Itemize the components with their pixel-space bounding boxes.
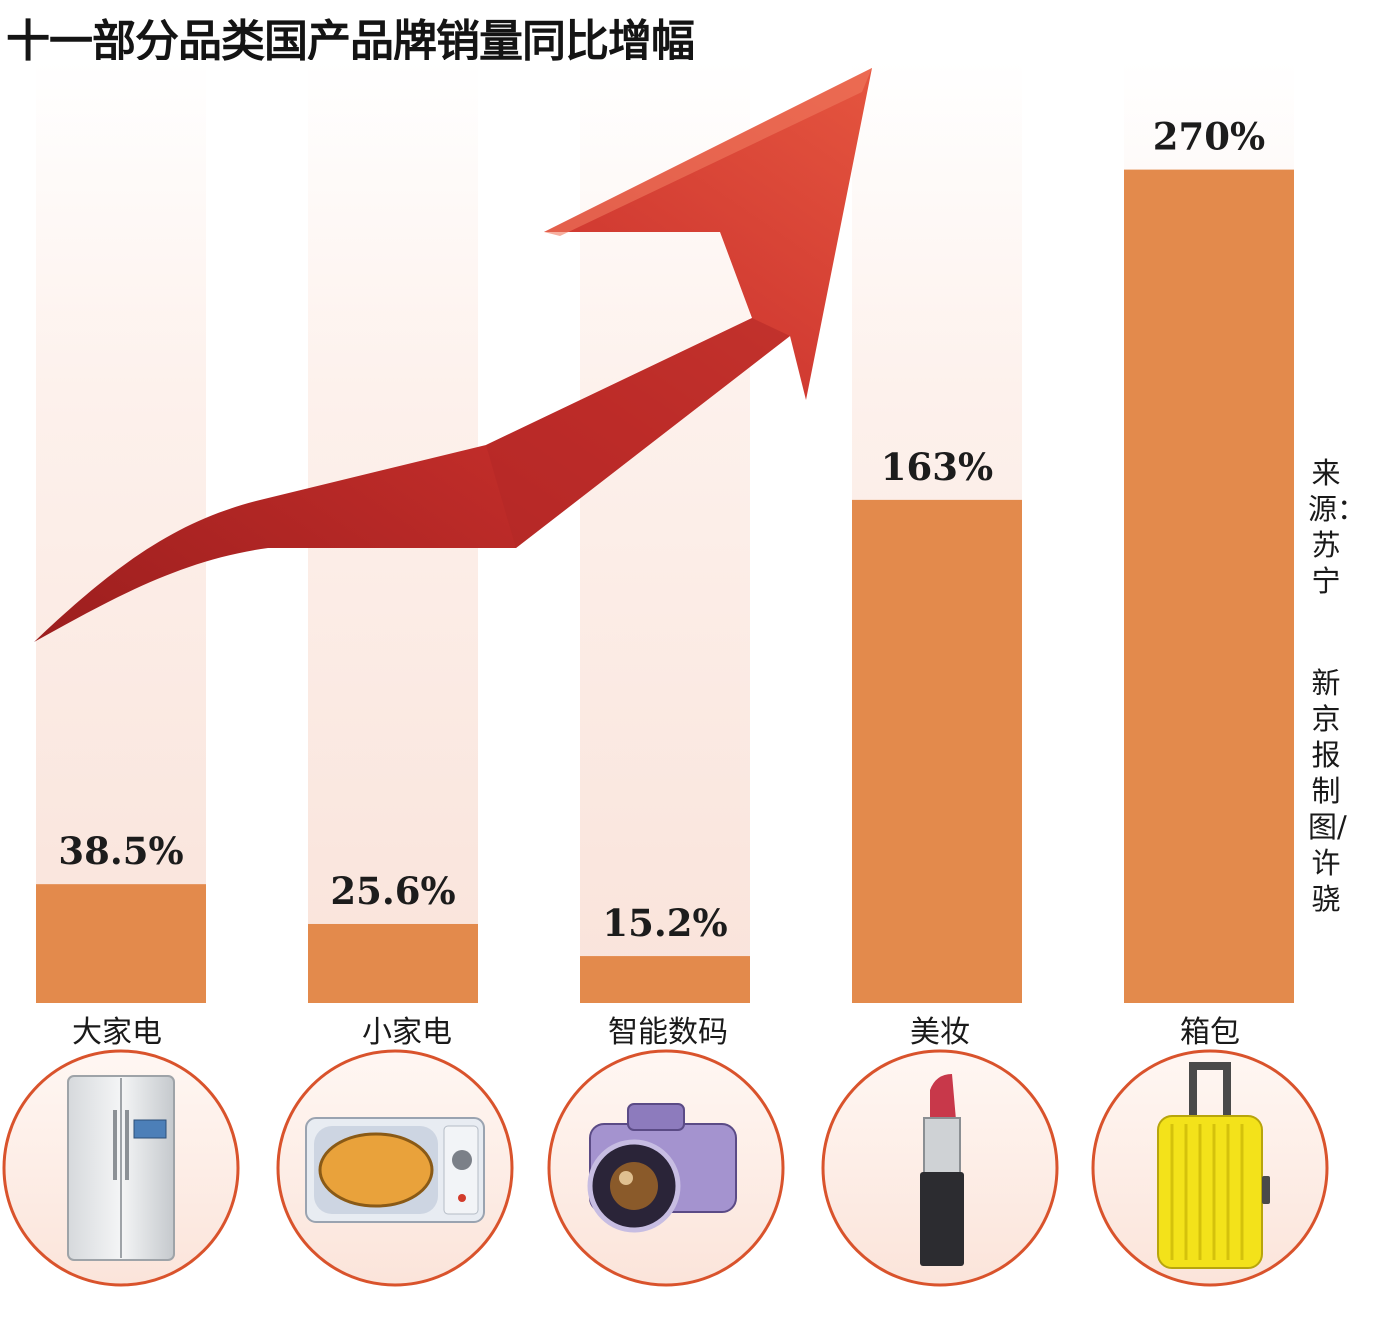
- category-label-3: 美妆: [910, 1015, 970, 1050]
- bar-4: [1124, 169, 1294, 1004]
- value-label-4: 270%: [1153, 115, 1265, 159]
- bar-2: [580, 956, 750, 1003]
- category-label-4: 箱包: [1180, 1015, 1240, 1050]
- camera-icon: [547, 1049, 785, 1287]
- bar-3: [852, 499, 1022, 1003]
- microwave-icon: [276, 1049, 514, 1287]
- value-label-1: 25.6%: [330, 869, 455, 913]
- source-text: 来源：苏宁: [1308, 456, 1367, 598]
- value-label-2: 15.2%: [602, 901, 727, 945]
- suitcase-icon: [1091, 1049, 1329, 1287]
- value-label-0: 38.5%: [58, 829, 183, 873]
- trend-arrow-icon: [34, 68, 872, 642]
- category-label-2: 智能数码: [608, 1015, 728, 1050]
- credit-text: 新京报制图/许骁: [1308, 666, 1347, 916]
- bar-0: [36, 884, 206, 1003]
- category-label-0: 大家电: [72, 1015, 162, 1050]
- category-label-1: 小家电: [362, 1015, 452, 1050]
- source-note: 来源：苏宁 新京报制图/许骁: [1308, 455, 1367, 917]
- lipstick-icon: [821, 1049, 1059, 1287]
- refrigerator-icon: [2, 1049, 240, 1287]
- value-label-3: 163%: [881, 445, 993, 489]
- bar-1: [308, 923, 478, 1003]
- chart-title: 十一部分品类国产品牌销量同比增幅: [6, 16, 695, 67]
